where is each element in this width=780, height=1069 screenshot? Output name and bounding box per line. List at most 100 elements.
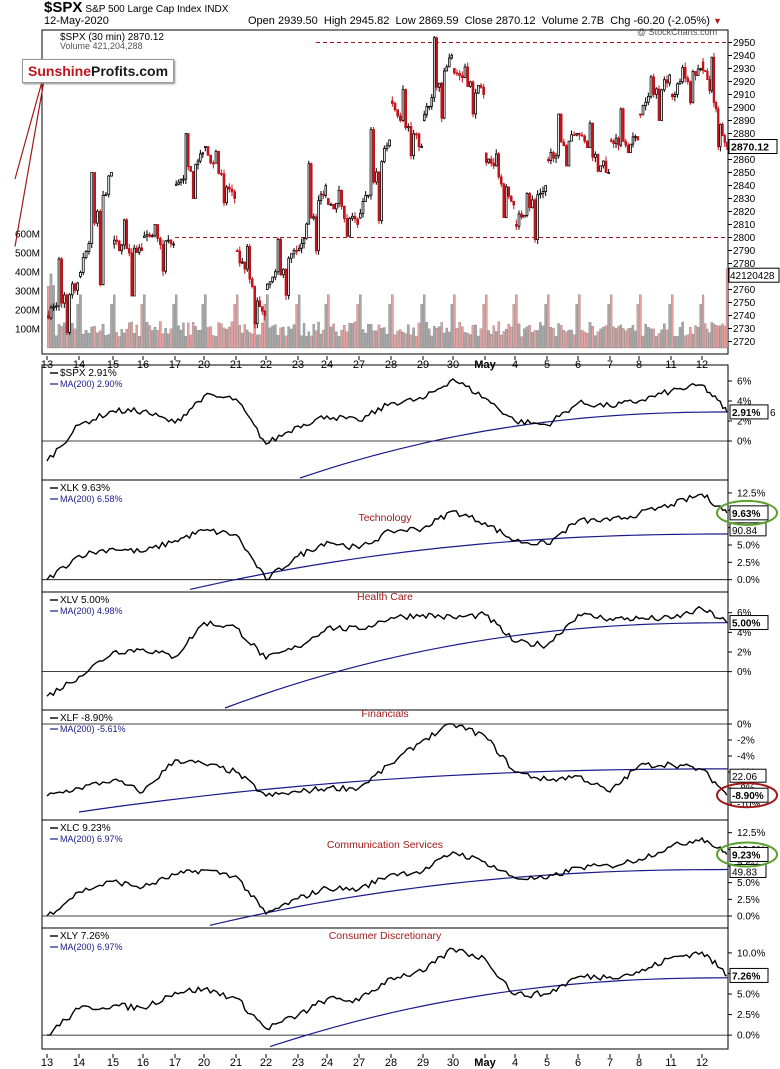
volume-bar (153, 327, 157, 349)
volume-bar (691, 333, 695, 349)
x-axis-label: 23 (292, 359, 304, 371)
volume-bar (187, 322, 190, 349)
x-axis-label: 29 (417, 359, 429, 371)
ma200-line (299, 411, 728, 479)
volume-bar (73, 328, 77, 349)
volume-bar (337, 336, 341, 349)
volume-bar (438, 326, 441, 349)
candle-body (649, 76, 653, 97)
candle-body (509, 195, 513, 202)
volume-bar (420, 304, 423, 349)
volume-bar (175, 294, 178, 349)
candle-body (499, 176, 503, 185)
volume-bar (639, 294, 642, 349)
chart-date: 12-May-2020 (44, 15, 109, 27)
y-tick-label: 0% (737, 437, 752, 448)
volume-bar (430, 335, 433, 349)
volume-bar (547, 294, 550, 349)
candle-body (174, 183, 178, 186)
volume-bar (199, 330, 202, 349)
candle-body (295, 249, 299, 252)
volume-legend: Volume 421,204,288 (60, 41, 143, 51)
volume-bar (710, 322, 713, 349)
candle-body (487, 158, 491, 163)
candle-body (602, 160, 605, 167)
x-axis-label: 6 (575, 359, 581, 371)
value-badge: -8.90% (732, 791, 764, 802)
x-axis-label: 13 (41, 1057, 53, 1069)
volume-bar (562, 330, 566, 349)
price-tick-label: 2790 (733, 246, 756, 257)
candle-body (572, 134, 576, 137)
series-line (46, 947, 727, 1036)
candle-body (182, 178, 185, 181)
candle-body (196, 160, 200, 165)
candle-body (492, 162, 496, 167)
volume-bar (586, 333, 589, 349)
volume-bar (104, 335, 108, 349)
y-tick-label: 4% (737, 628, 752, 639)
volume-bar (699, 304, 702, 349)
candle-body (686, 77, 690, 83)
volume-bar (113, 294, 116, 349)
candle-body (641, 105, 645, 116)
candle-body (203, 146, 207, 148)
volume-bar (84, 330, 88, 349)
candle-body (189, 166, 192, 172)
price-tick-label: 2880 (733, 129, 756, 140)
volume-bar (652, 328, 655, 349)
price-legend: $SPX (30 min) 2870.12 (60, 32, 164, 43)
volume-value: 2.7B (581, 15, 605, 27)
x-axis-label: 13 (41, 359, 53, 371)
candle-body (437, 82, 441, 88)
candle-body (588, 122, 592, 149)
ma-legend: MA(200) 6.58% (60, 494, 123, 504)
candle-body (350, 215, 354, 219)
candle-body (663, 79, 666, 91)
candle-body (57, 258, 61, 307)
volume-bar (525, 326, 529, 349)
price-tick-label: 2900 (733, 103, 756, 114)
candle-body (107, 175, 111, 195)
volume-bar (492, 325, 495, 349)
volume-bar (76, 304, 79, 349)
panel-title: Communication Services (327, 839, 443, 851)
candle-body (317, 200, 320, 252)
price-tick-label: 2810 (733, 220, 756, 231)
volume-bar (423, 294, 426, 349)
volume-bar (500, 334, 503, 349)
highlight-ring (716, 782, 778, 809)
volume-bar (145, 321, 149, 349)
volume-bar (702, 294, 705, 349)
volume-bar (634, 330, 637, 349)
panel-xlf: -10%-8%-6%-4%-2%0%XLF -8.90%MA(200) -5.6… (42, 708, 778, 813)
candle-body (474, 92, 478, 115)
candle-body (206, 146, 210, 156)
volume-bar (694, 325, 697, 349)
volume-bar (719, 325, 722, 349)
candle-body (153, 224, 157, 237)
volume-bar (79, 294, 82, 349)
candle-body (494, 153, 498, 167)
ma200-line (269, 977, 729, 1048)
volume-bar (261, 322, 264, 349)
price-tick-label: 2760 (733, 285, 756, 296)
volume-bar (332, 323, 335, 349)
volume-bar (169, 328, 173, 349)
volume-bar (523, 328, 526, 349)
volume-bar (90, 326, 94, 349)
y-tick-label: 2.5% (737, 895, 760, 906)
price-tick-label: 2950 (733, 38, 756, 49)
candle-body (388, 139, 392, 147)
volume-bar (266, 294, 269, 349)
description: S&P 500 Large Cap Index (85, 4, 202, 15)
volume-bar (487, 330, 490, 349)
volume-bar (118, 336, 121, 349)
candle-body (300, 243, 303, 249)
candle-body (127, 248, 131, 254)
secondary-badge: 90.84 (732, 526, 757, 537)
candle-body (137, 247, 141, 253)
volume-bar (377, 324, 381, 349)
x-axis-label: 12 (696, 1057, 708, 1069)
candle-body (701, 61, 705, 71)
